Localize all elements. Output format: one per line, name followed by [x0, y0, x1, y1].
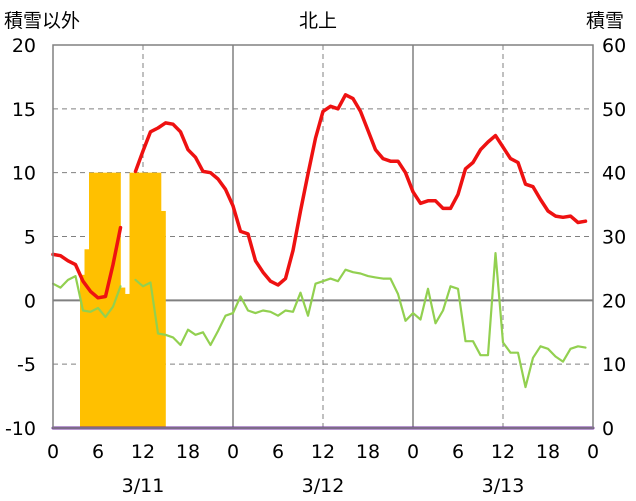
x-tick-label: 6: [272, 441, 284, 463]
plot-frame: [52, 44, 594, 429]
x-tick-label: 12: [491, 441, 515, 463]
chart-title: 北上: [299, 10, 337, 32]
snow-depth-bar: [152, 172, 157, 428]
x-axis-ticks: 0 6 12 18 0 6 12 18 0 6 12 18 0: [47, 441, 599, 463]
x-tick-label: 18: [176, 441, 200, 463]
snow-depth-bar: [143, 172, 148, 428]
x-tick-label: 0: [407, 441, 419, 463]
snow-depth-bar: [102, 172, 108, 428]
snow-depth-bar: [156, 172, 162, 428]
snow-depth-bar: [161, 210, 166, 428]
snow-depth-bar: [125, 293, 130, 428]
left-tick-label: 15: [12, 99, 36, 121]
left-tick-label: 5: [24, 227, 36, 249]
right-tick-label: 50: [602, 99, 626, 121]
snow-depth-bar: [116, 172, 121, 428]
right-tick-label: 30: [602, 227, 626, 249]
series-line: [133, 93, 588, 287]
snow-depth-bar: [129, 172, 135, 428]
snow-depth-bar: [93, 172, 99, 428]
x-tick-label: 0: [587, 441, 599, 463]
snow-depth-bar: [107, 172, 112, 428]
date-label: 3/12: [302, 475, 345, 497]
snow-depth-bars: [80, 172, 166, 428]
snow-depth-bar: [120, 287, 126, 428]
snow-depth-bar: [80, 274, 85, 428]
series-line: [51, 275, 122, 318]
x-tick-label: 18: [356, 441, 380, 463]
right-tick-label: 0: [602, 418, 614, 440]
snow-depth-bar: [89, 172, 94, 428]
left-axis-title: 積雪以外: [4, 10, 80, 32]
left-axis-ticks: 20 15 10 5 0 -5 -10: [5, 35, 36, 440]
series-line: [134, 252, 587, 389]
right-axis-ticks: 60 50 40 30 20 10 0: [602, 35, 626, 440]
snow-depth-bar: [84, 249, 90, 428]
right-tick-label: 20: [602, 290, 626, 312]
left-tick-label: 10: [12, 163, 36, 185]
date-labels: 3/11 3/12 3/13: [122, 475, 525, 497]
right-tick-label: 60: [602, 35, 626, 57]
left-tick-label: 20: [12, 35, 36, 57]
x-tick-label: 12: [131, 441, 155, 463]
snow-depth-bar: [138, 172, 144, 428]
snow-depth-bar: [147, 172, 153, 428]
snow-depth-bar: [98, 172, 103, 428]
snow-depth-bar: [111, 172, 117, 428]
right-axis-title: 積雪: [586, 10, 624, 32]
right-tick-label: 10: [602, 354, 626, 376]
right-tick-label: 40: [602, 163, 626, 185]
left-tick-label: -10: [5, 418, 36, 440]
date-label: 3/11: [122, 475, 165, 497]
x-tick-label: 12: [311, 441, 335, 463]
date-label: 3/13: [482, 475, 525, 497]
left-tick-label: 0: [24, 290, 36, 312]
x-tick-label: 0: [47, 441, 59, 463]
x-tick-label: 0: [227, 441, 239, 463]
x-tick-label: 18: [536, 441, 560, 463]
snow-depth-bar: [134, 172, 139, 428]
series-line: [51, 225, 123, 300]
x-tick-label: 6: [92, 441, 104, 463]
left-tick-label: -5: [17, 354, 36, 376]
x-tick-label: 6: [452, 441, 464, 463]
